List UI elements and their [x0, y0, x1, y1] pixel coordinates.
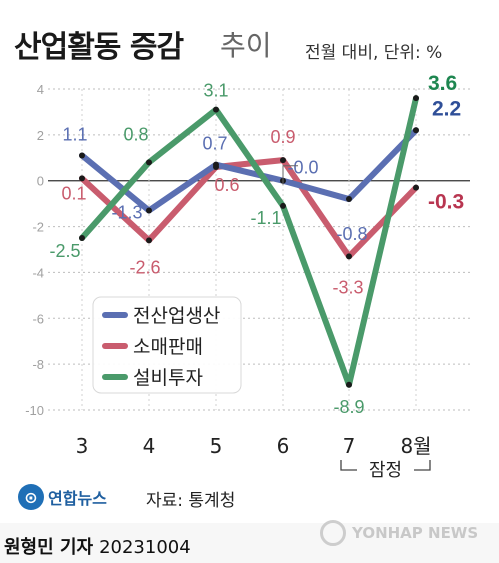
- legend-box: [92, 296, 242, 394]
- data-point: [213, 106, 219, 113]
- data-label: -0.3: [428, 191, 464, 214]
- bracket-left: [340, 460, 357, 471]
- y-tick-label: -6: [32, 311, 44, 326]
- data-label: -1.1: [250, 208, 281, 228]
- data-point: [280, 202, 286, 209]
- yonhap-logo: ⊙ 연합뉴스: [18, 484, 107, 510]
- legend-label: 설비투자: [133, 367, 203, 389]
- label-leader-line: [282, 165, 298, 185]
- data-label: -3.3: [332, 277, 363, 297]
- y-tick-label: 0: [37, 174, 44, 189]
- series-line: [79, 127, 419, 214]
- data-point: [79, 235, 85, 242]
- yonhap-logo-icon: ⊙: [18, 484, 44, 510]
- byline: 원형민 기자 20231004: [4, 533, 191, 559]
- data-point: [413, 184, 419, 191]
- data-label: 0.8: [123, 124, 148, 144]
- watermark-icon: [320, 520, 346, 546]
- data-label: -2.6: [129, 257, 160, 277]
- data-point: [146, 207, 152, 214]
- data-label: -8.9: [333, 397, 364, 417]
- x-tick-label: 5: [210, 434, 223, 458]
- bracket-label: 잠정: [369, 460, 402, 481]
- data-label: 0.9: [270, 127, 295, 147]
- unit-label: 전월 대비, 단위: %: [305, 43, 443, 63]
- x-tick-label: 4: [143, 434, 156, 458]
- data-point: [213, 161, 219, 168]
- y-tick-label: -8: [32, 357, 44, 372]
- data-label: -1.3: [111, 203, 142, 223]
- data-point: [346, 253, 352, 260]
- data-point: [413, 95, 419, 102]
- data-label: -0.0: [287, 158, 318, 178]
- yonhap-logo-text: 연합뉴스: [48, 489, 107, 508]
- data-label: 0.7: [202, 134, 227, 154]
- chart-title: 산업활동 증감: [14, 30, 184, 65]
- legend-label: 소매판매: [133, 336, 203, 358]
- series-line: [79, 157, 419, 260]
- x-tick-label: 3: [76, 434, 89, 458]
- x-tick-label: 8월: [400, 434, 431, 458]
- x-tick-label: 7: [343, 434, 356, 458]
- reporter-name: 원형민 기자: [4, 537, 94, 558]
- data-point: [346, 381, 352, 388]
- data-label: 0.1: [61, 183, 86, 203]
- data-label: 0.6: [214, 175, 239, 195]
- data-label: 3.6: [428, 72, 457, 95]
- data-label: -0.8: [336, 224, 367, 244]
- y-tick-label: 4: [37, 82, 44, 97]
- watermark-text: YONHAP NEWS: [352, 524, 479, 542]
- data-point: [146, 237, 152, 244]
- data-point: [79, 152, 85, 159]
- x-tick-label: 6: [277, 434, 290, 458]
- source-label: 자료: 통계청: [146, 491, 236, 511]
- data-label: 3.1: [203, 81, 228, 101]
- data-point: [146, 159, 152, 166]
- chart-title-suffix: 추이: [220, 29, 272, 62]
- publish-date: 20231004: [99, 537, 191, 558]
- y-tick-label: -2: [32, 220, 44, 235]
- watermark: YONHAP NEWS: [320, 520, 478, 546]
- data-label: -2.5: [49, 241, 80, 261]
- data-label: 2.2: [432, 97, 461, 120]
- legend-label: 전산업생산: [133, 305, 220, 327]
- data-point: [280, 157, 286, 164]
- y-tick-label: 2: [37, 128, 44, 143]
- y-tick-label: -10: [25, 403, 44, 418]
- data-point: [79, 175, 85, 182]
- series-line: [79, 95, 419, 388]
- data-point: [346, 196, 352, 203]
- footer-band: [0, 523, 499, 563]
- data-label: 1.1: [62, 124, 87, 144]
- data-point: [413, 127, 419, 134]
- y-tick-label: -4: [32, 265, 44, 280]
- bracket-right: [414, 460, 431, 471]
